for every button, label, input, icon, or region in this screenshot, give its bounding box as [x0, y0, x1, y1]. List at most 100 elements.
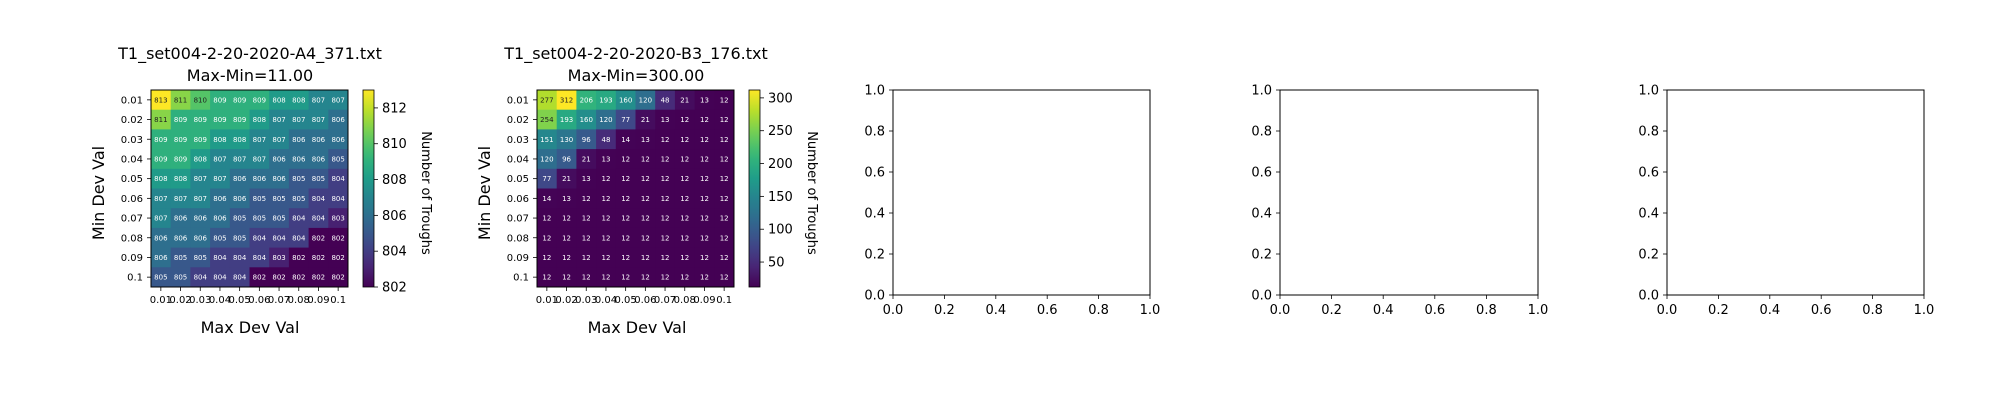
heatmap-cell-label: 807 — [213, 155, 226, 163]
heatmap-panel-1: T1_set004-2-20-2020-A4_371.txt Max-Min=1… — [89, 44, 433, 337]
heatmap-cell-label: 12 — [661, 215, 670, 223]
heatmap-cell — [596, 267, 617, 288]
heatmap-cell — [556, 168, 577, 189]
heatmap-cell — [269, 90, 290, 111]
heatmap-cell-label: 312 — [560, 96, 573, 104]
heatmap-cell-label: 12 — [720, 155, 729, 163]
heatmap-cell-label: 805 — [272, 215, 285, 223]
heatmap-2-cells — [536, 89, 735, 288]
heatmap-cell-label: 808 — [174, 175, 187, 183]
heatmap-cell-label: 12 — [542, 215, 551, 223]
heatmap-2-x-axis-label: Max Dev Val — [588, 318, 687, 337]
heatmap-cell — [269, 247, 290, 268]
heatmap-cell-label: 807 — [272, 116, 285, 124]
heatmap-cell-label: 13 — [562, 195, 571, 203]
heatmap-cell-label: 809 — [194, 116, 207, 124]
heatmap-cell-label: 805 — [253, 215, 266, 223]
heatmap-cell-label: 805 — [253, 195, 266, 203]
x-tick-label: 0.2 — [934, 303, 955, 318]
x-tick-label: 0.07 — [654, 295, 676, 306]
heatmap-cell — [170, 267, 191, 288]
y-tick-label: 0.05 — [121, 174, 143, 185]
heatmap-2-subtitle: Max-Min=300.00 — [568, 66, 705, 85]
heatmap-cell-label: 805 — [213, 234, 226, 242]
x-tick-label: 0.03 — [189, 295, 211, 306]
heatmap-cell-label: 12 — [562, 234, 571, 242]
x-tick-label: 0.8 — [1862, 303, 1883, 318]
heatmap-cell — [328, 227, 349, 248]
heatmap-cell-label: 805 — [292, 175, 305, 183]
heatmap-cell-label: 807 — [233, 155, 246, 163]
heatmap-cell — [694, 168, 715, 189]
heatmap-cell-label: 806 — [174, 215, 188, 223]
heatmap-cell — [170, 149, 191, 170]
heatmap-cell-label: 802 — [331, 254, 344, 262]
heatmap-2-y-ticks: 0.01 0.02 0.03 0.04 0.05 0.06 0.07 0.08 0.09 0.1 — [507, 95, 537, 284]
heatmap-cell — [694, 109, 715, 130]
heatmap-cell-label: 12 — [700, 195, 709, 203]
heatmap-cell-label: 807 — [312, 96, 325, 104]
heatmap-cell-label: 12 — [700, 234, 709, 242]
colorbar-tick-label: 804 — [382, 245, 407, 260]
heatmap-1-x-ticks: 0.010.020.030.040.050.060.070.080.09 0.1 — [150, 287, 346, 306]
heatmap-1-colorbar-label: Number of Troughs — [418, 131, 433, 255]
heatmap-cell-label: 12 — [661, 274, 670, 282]
heatmap-cell-label: 12 — [720, 136, 729, 144]
heatmap-cell-label: 12 — [601, 254, 610, 262]
heatmap-cell-label: 806 — [272, 155, 286, 163]
heatmap-cell — [288, 188, 309, 209]
heatmap-cell-label: 806 — [272, 175, 286, 183]
heatmap-cell — [694, 129, 715, 150]
heatmap-cell-label: 12 — [621, 274, 630, 282]
heatmap-frame — [536, 89, 735, 288]
heatmap-cell-label: 12 — [680, 274, 689, 282]
heatmap-cell-label: 12 — [680, 195, 689, 203]
heatmap-cell-label: 12 — [680, 254, 689, 262]
heatmap-cell — [210, 109, 231, 130]
heatmap-cell-label: 806 — [233, 175, 247, 183]
heatmap-cell — [288, 129, 309, 150]
y-tick-label: 0.6 — [1251, 166, 1272, 181]
heatmap-cell-label: 12 — [641, 215, 650, 223]
heatmap-cell — [655, 109, 676, 130]
heatmap-cell-label: 809 — [253, 96, 266, 104]
colorbar-gradient — [748, 89, 761, 288]
heatmap-cell-label: 12 — [562, 215, 571, 223]
x-tick-label: 0.0 — [1270, 303, 1291, 318]
heatmap-cell-label: 12 — [621, 234, 630, 242]
heatmap-1-subtitle: Max-Min=11.00 — [187, 66, 313, 85]
heatmap-cell-label: 120 — [599, 116, 612, 124]
heatmap-cell — [249, 267, 270, 288]
x-tick-label: 0.06 — [248, 295, 270, 306]
heatmap-cell-label: 808 — [292, 96, 305, 104]
heatmap-cell — [537, 188, 558, 209]
heatmap-cell-label: 806 — [292, 136, 306, 144]
heatmap-cell — [328, 149, 349, 170]
y-tick-label: 0.0 — [1638, 289, 1659, 304]
heatmap-frame — [150, 89, 349, 288]
heatmap-cell — [635, 149, 656, 170]
heatmap-cell-label: 802 — [331, 274, 344, 282]
heatmap-cell-label: 12 — [641, 234, 650, 242]
heatmap-cell — [170, 129, 191, 150]
heatmap-cell — [694, 149, 715, 170]
heatmap-cell — [714, 247, 735, 268]
heatmap-cell — [596, 247, 617, 268]
heatmap-cell — [714, 129, 735, 150]
heatmap-cell-label: 809 — [174, 116, 187, 124]
heatmap-cell-label: 77 — [621, 116, 630, 124]
heatmap-cell — [328, 267, 349, 288]
y-tick-label: 0.08 — [507, 233, 529, 244]
heatmap-cell-label: 12 — [582, 254, 591, 262]
heatmap-cell-label: 12 — [720, 96, 729, 104]
y-tick-label: 0.6 — [864, 166, 885, 181]
heatmap-cell — [308, 188, 329, 209]
heatmap-cell — [151, 208, 172, 229]
heatmap-cell — [714, 109, 735, 130]
heatmap-cell — [615, 168, 636, 189]
heatmap-cell — [576, 168, 597, 189]
heatmap-cell-label: 14 — [542, 195, 551, 203]
heatmap-cell-label: 160 — [619, 96, 632, 104]
heatmap-cell-label: 120 — [540, 155, 553, 163]
heatmap-cell — [328, 129, 349, 150]
